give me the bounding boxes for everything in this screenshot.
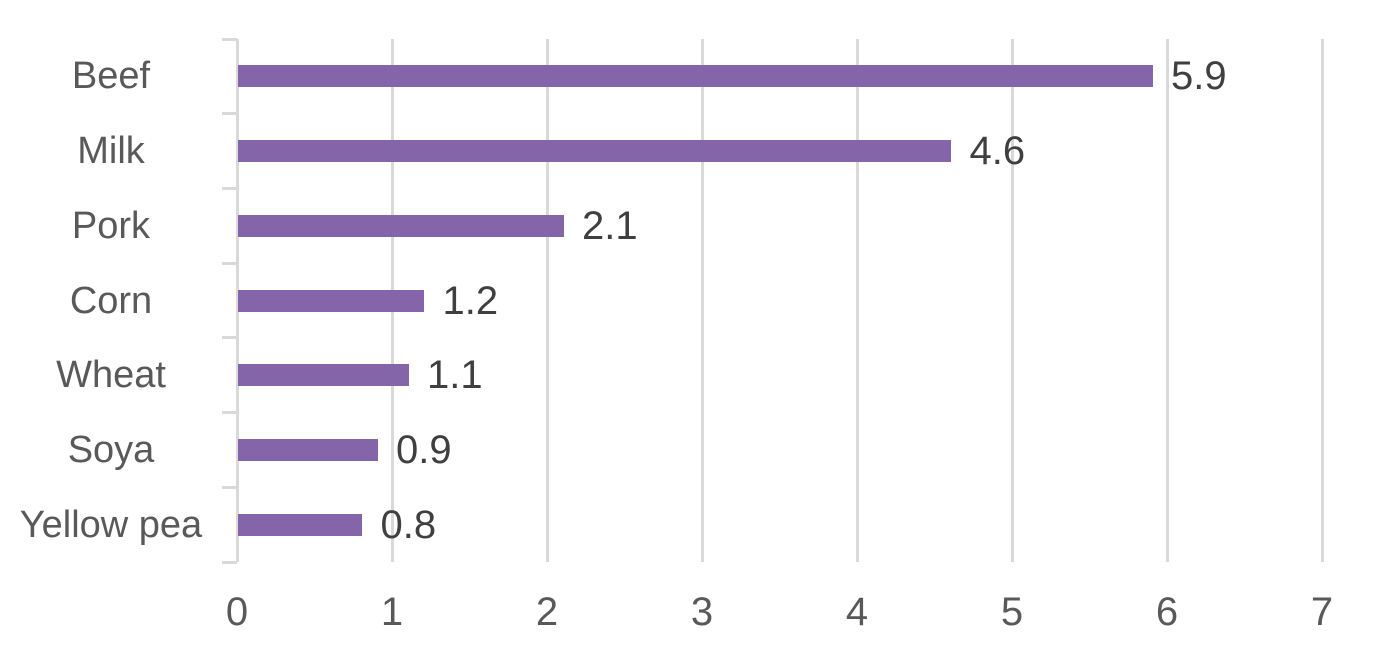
gridline xyxy=(1165,39,1169,562)
x-axis-tick-label: 7 xyxy=(1310,590,1334,634)
category-label: Pork xyxy=(71,204,151,247)
bar xyxy=(238,140,951,163)
bar xyxy=(238,289,424,312)
value-label: 2.1 xyxy=(582,203,638,248)
category-axis-tick xyxy=(222,37,237,41)
category-axis-tick xyxy=(222,112,237,116)
value-label: 1.1 xyxy=(427,353,483,398)
category-label: Corn xyxy=(69,279,153,322)
bar xyxy=(238,214,564,237)
category-axis-tick xyxy=(222,336,237,340)
category-axis-tick xyxy=(222,485,237,489)
bar xyxy=(238,65,1153,88)
category-label: Wheat xyxy=(56,354,166,397)
gridline xyxy=(1010,39,1014,562)
value-label: 5.9 xyxy=(1171,54,1227,99)
category-label: Beef xyxy=(71,55,151,98)
gridline xyxy=(545,39,549,562)
value-label: 0.8 xyxy=(380,502,437,547)
bar xyxy=(238,513,362,536)
category-axis-tick xyxy=(222,411,237,415)
bar xyxy=(238,438,378,461)
x-axis-tick-label: 1 xyxy=(380,590,404,634)
category-axis-tick xyxy=(222,560,237,564)
category-label: Milk xyxy=(77,130,145,173)
x-axis-tick-label: 0 xyxy=(225,590,249,634)
category-axis-tick xyxy=(222,261,237,265)
value-label: 0.9 xyxy=(396,427,452,472)
gridline xyxy=(855,39,859,562)
x-axis-tick-label: 5 xyxy=(1000,590,1024,634)
gridline xyxy=(700,39,704,562)
x-axis-tick-label: 6 xyxy=(1155,590,1179,634)
category-axis-line xyxy=(235,39,239,562)
bar xyxy=(238,364,409,387)
value-label: 4.6 xyxy=(969,129,1026,174)
category-label: Yellow pea xyxy=(19,503,203,546)
value-label: 1.2 xyxy=(442,278,499,323)
x-axis-tick-label: 4 xyxy=(845,590,869,634)
category-label: Soya xyxy=(67,428,155,471)
gridline xyxy=(1320,39,1324,562)
x-axis-tick-label: 3 xyxy=(690,590,714,634)
x-axis-tick-label: 2 xyxy=(535,590,559,634)
category-axis-tick xyxy=(222,186,237,190)
